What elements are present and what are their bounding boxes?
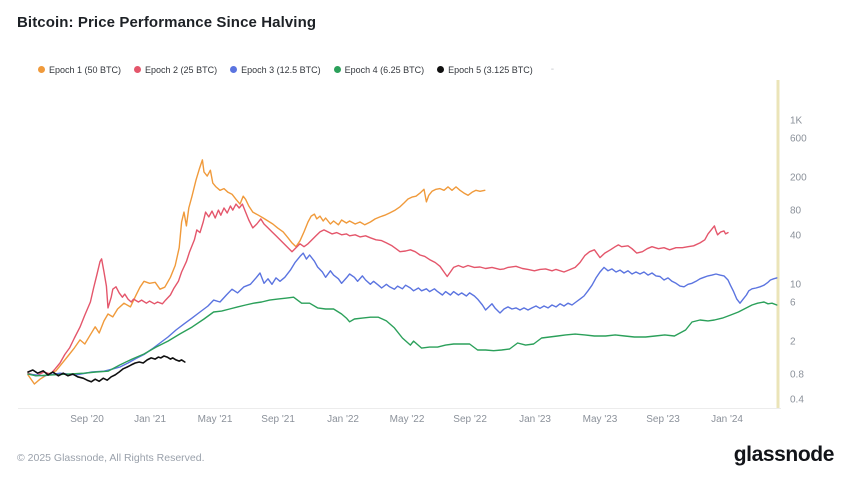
chart-legend: Epoch 1 (50 BTC) Epoch 2 (25 BTC) Epoch 3 … — [38, 64, 554, 75]
legend-label: Epoch 3 (12.5 BTC) — [241, 64, 321, 75]
legend-item-epoch-5[interactable]: Epoch 5 (3.125 BTC) — [437, 65, 533, 75]
series-line-epoch-1 — [27, 159, 486, 385]
legend-label: Epoch 4 (6.25 BTC) — [344, 64, 425, 75]
y-tick-label: 80 — [790, 205, 802, 217]
legend-dot-icon — [38, 66, 45, 73]
y-tick-label: 10 — [790, 279, 802, 291]
legend-label: Epoch 1 (50 BTC) — [49, 64, 122, 75]
x-tick-label: Jan '24 — [711, 414, 743, 425]
x-tick-label: Sep '20 — [70, 414, 104, 425]
glassnode-logo: glassnode — [733, 443, 835, 466]
copyright-text: © 2025 Glassnode, All Rights Reserved. — [17, 452, 205, 464]
legend-dot-icon — [333, 66, 341, 73]
y-tick-label: 0.4 — [790, 394, 804, 406]
x-tick-label: Sep '23 — [646, 414, 680, 425]
x-tick-label: Sep '21 — [261, 414, 295, 425]
x-tick-label: Sep '22 — [453, 414, 487, 425]
y-tick-label: 6 — [790, 297, 796, 309]
x-tick-label: Jan '21 — [134, 414, 167, 425]
y-tick-label: 2 — [790, 336, 796, 348]
legend-label: Epoch 2 (25 BTC) — [145, 64, 218, 75]
legend-item-epoch-3[interactable]: Epoch 3 (12.5 BTC) — [230, 65, 321, 75]
series-line-epoch-3 — [27, 252, 778, 377]
x-tick-label: Jan '23 — [519, 414, 551, 425]
series-line-epoch-5 — [27, 355, 186, 383]
y-tick-label: 40 — [790, 230, 802, 242]
legend-dot-icon — [230, 66, 238, 73]
y-tick-label: 600 — [790, 133, 807, 145]
legend-label: Epoch 5 (3.125 BTC) — [448, 64, 533, 75]
series-line-epoch-2 — [27, 203, 729, 377]
legend-item-epoch-4[interactable]: Epoch 4 (6.25 BTC) — [333, 64, 425, 75]
y-tick-label: 200 — [790, 172, 807, 184]
legend-item-epoch-1[interactable]: Epoch 1 (50 BTC) — [38, 65, 121, 75]
x-tick-label: May '22 — [389, 414, 425, 425]
x-tick-label: May '23 — [582, 414, 618, 425]
series-line-epoch-4 — [27, 296, 778, 377]
y-tick-label: 1K — [790, 115, 803, 127]
page-title: Bitcoin: Price Performance Since Halving — [17, 14, 317, 31]
legend-dot-icon — [134, 66, 142, 73]
y-axis-line — [776, 80, 780, 408]
x-tick-label: May '21 — [197, 414, 233, 425]
legend-item-epoch-2[interactable]: Epoch 2 (25 BTC) — [134, 65, 217, 75]
legend-dot-icon — [437, 66, 445, 73]
legend-extra-dash[interactable]: - — [550, 64, 555, 75]
y-tick-label: 0.8 — [790, 369, 804, 381]
x-tick-label: Jan '22 — [327, 414, 359, 425]
